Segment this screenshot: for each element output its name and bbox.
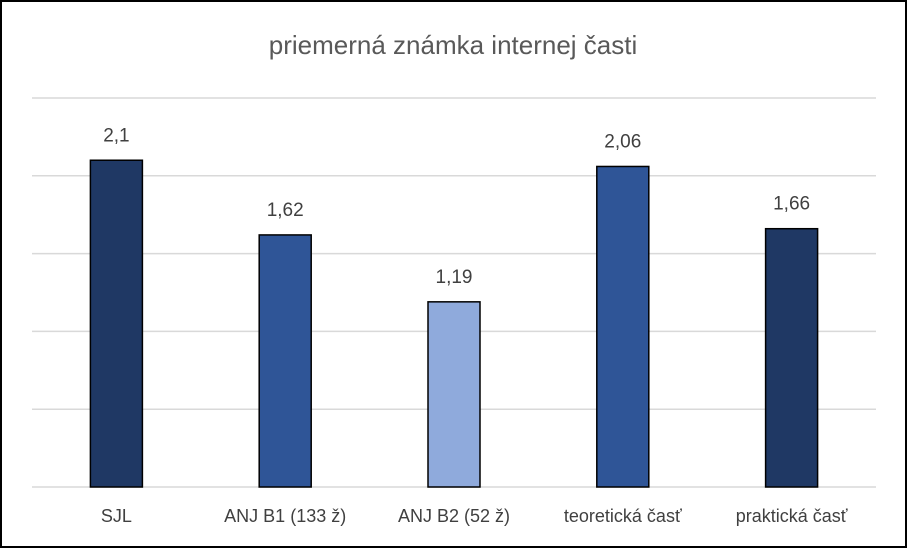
value-label: 2,1: [103, 125, 129, 146]
bar: [89, 159, 144, 488]
x-tick-label: ANJ B1 (133 ž): [224, 506, 346, 526]
value-label: 1,66: [773, 194, 810, 215]
bar: [427, 301, 481, 488]
x-tick-label: SJL: [101, 506, 132, 526]
chart-title: priemerná známka internej časti: [269, 30, 638, 60]
x-tick-label: ANJ B2 (52 ž): [398, 506, 510, 526]
value-label: 1,19: [436, 267, 473, 288]
bar: [596, 165, 650, 488]
value-label: 1,62: [267, 200, 304, 221]
x-tick-label: praktická časť: [736, 506, 848, 526]
x-tick-label: teoretická časť: [564, 506, 682, 526]
bar: [764, 227, 819, 488]
bar: [258, 234, 312, 488]
value-label: 2,06: [604, 131, 641, 152]
